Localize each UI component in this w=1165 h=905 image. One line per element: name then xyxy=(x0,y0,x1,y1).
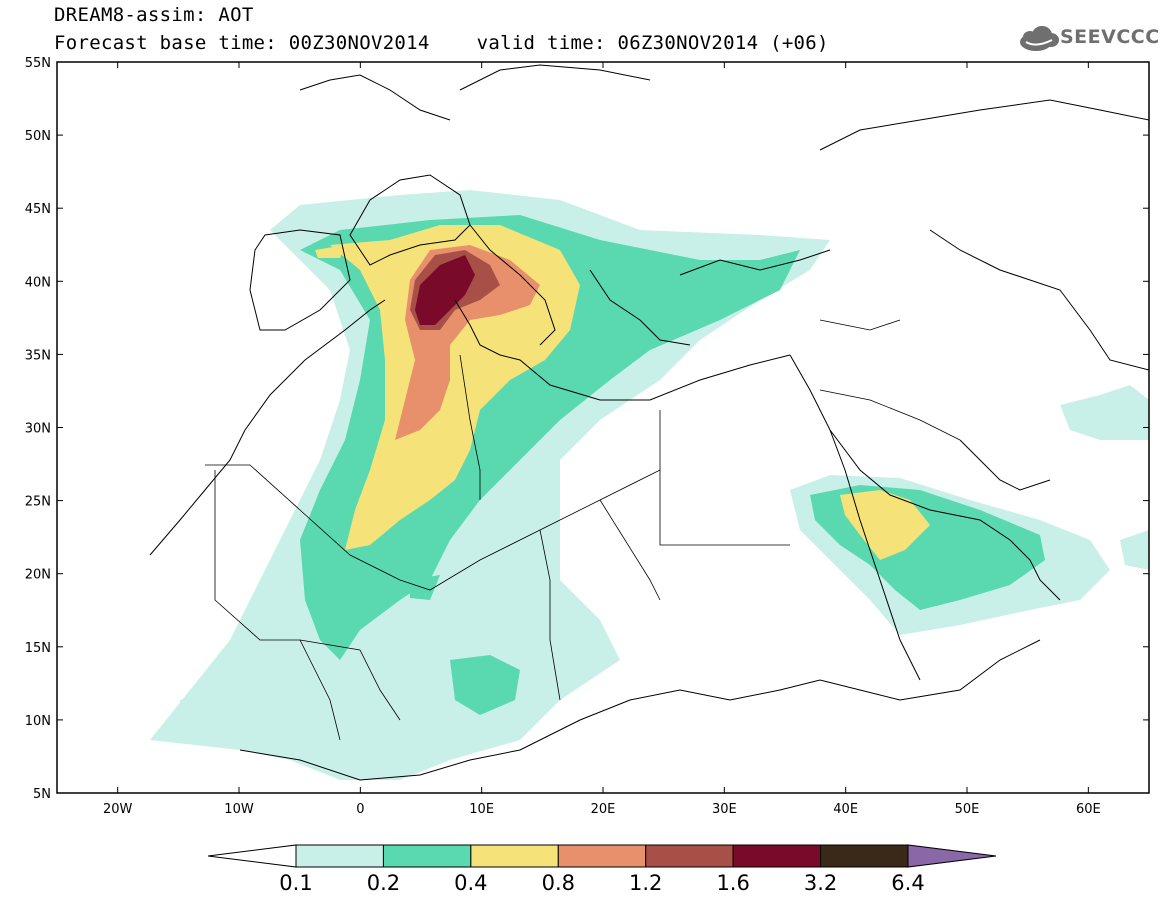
country-borders xyxy=(205,319,961,741)
colorbar-underflow xyxy=(207,844,297,868)
lon-tick-label: 20E xyxy=(591,802,616,817)
colorbar xyxy=(207,844,997,868)
lon-tick-label: 60E xyxy=(1076,802,1101,817)
colorbar-segment xyxy=(382,844,472,868)
colorbar-segment xyxy=(557,844,647,868)
colorbar-level-label: 0.2 xyxy=(366,871,401,895)
aot-contour-1.6 xyxy=(415,255,475,325)
colorbar-segment xyxy=(295,844,384,868)
latitude-axis: 55N 50N 45N 40N 35N 30N 25N 20N 15N 10N 5N xyxy=(25,56,1149,802)
lat-tick-label: 55N xyxy=(25,56,51,71)
lon-tick-label: 30E xyxy=(712,802,737,817)
lon-tick-label: 40E xyxy=(833,802,858,817)
aot-field xyxy=(150,190,1149,780)
colorbar-level-label: 3.2 xyxy=(803,871,838,895)
longitude-axis: 20W 10W 0 10E 20E 30E 40E 50E 60E xyxy=(103,62,1101,817)
lat-tick-label: 10N xyxy=(25,714,51,729)
seevccc-logo xyxy=(1020,26,1059,51)
colorbar-level-label: 0.1 xyxy=(279,871,313,895)
lat-tick-label: 20N xyxy=(25,568,51,583)
logo-text: SEEVCCC xyxy=(1060,26,1160,48)
lon-tick-label: 10E xyxy=(469,802,494,817)
lat-tick-label: 35N xyxy=(25,348,51,363)
colorbar-overflow xyxy=(907,844,997,868)
coastlines xyxy=(149,64,1149,781)
forecast-time-line: Forecast base time: 00Z30NOV2014 valid t… xyxy=(54,32,829,54)
lat-tick-label: 5N xyxy=(33,787,51,802)
colorbar-level-label: 6.4 xyxy=(891,871,925,895)
colorbar-level-label: 1.2 xyxy=(629,871,663,895)
lat-tick-label: 40N xyxy=(25,275,51,290)
lon-tick-label: 20W xyxy=(103,802,133,817)
lon-tick-label: 0 xyxy=(356,802,364,817)
lat-tick-label: 25N xyxy=(25,495,51,510)
lat-tick-label: 45N xyxy=(25,202,51,217)
lat-tick-label: 15N xyxy=(25,641,51,656)
lon-tick-label: 50E xyxy=(955,802,980,817)
lon-tick-label: 10W xyxy=(224,802,254,817)
colorbar-level-label: 1.6 xyxy=(716,871,750,895)
lat-tick-label: 30N xyxy=(25,422,51,437)
colorbar-level-label: 0.8 xyxy=(541,871,575,895)
colorbar-level-label: 0.4 xyxy=(454,871,488,895)
map-title: DREAM8-assim: AOT xyxy=(54,4,254,26)
colorbar-segment xyxy=(470,844,559,868)
colorbar-segment xyxy=(732,844,822,868)
colorbar-segment xyxy=(820,844,909,868)
colorbar-segment xyxy=(645,844,734,868)
lat-tick-label: 50N xyxy=(25,129,51,144)
